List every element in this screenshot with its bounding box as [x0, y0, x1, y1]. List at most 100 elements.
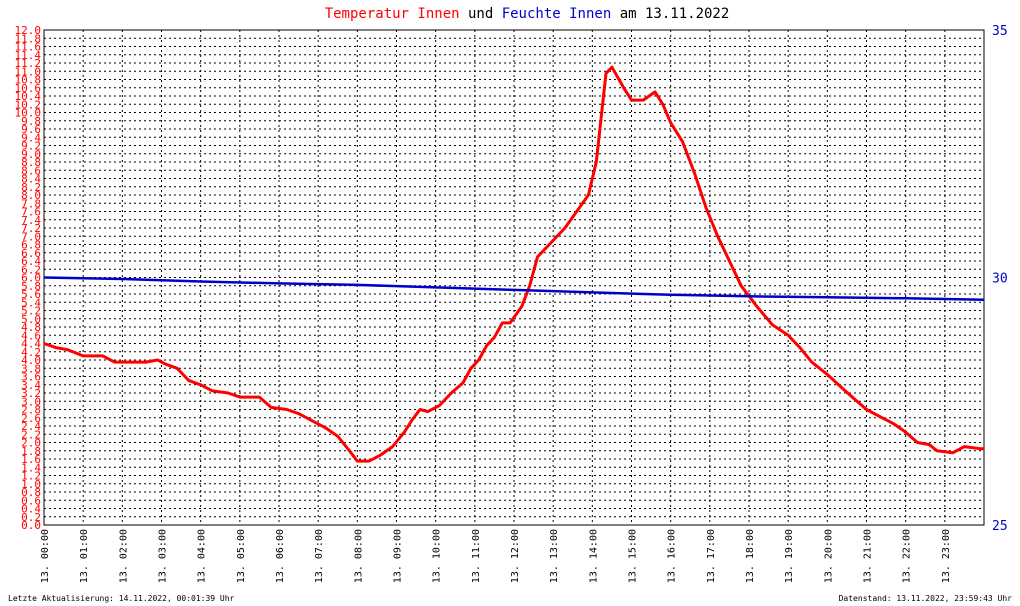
x-tick-label: 13. 06:00 — [275, 529, 286, 583]
y-left-tick-label: 3.4 — [21, 379, 41, 392]
y-left-tick-label: 0.0 — [21, 519, 41, 532]
x-tick-label: 13. 12:00 — [510, 529, 521, 583]
x-tick-label: 13. 04:00 — [197, 529, 208, 583]
y-left-tick-label: 0.4 — [21, 503, 41, 516]
y-left-tick-label: 1.6 — [21, 453, 41, 466]
y-left-tick-label: 7.0 — [21, 230, 41, 243]
y-left-tick-label: 10.2 — [15, 98, 42, 111]
y-left-tick-label: 10.0 — [15, 107, 42, 120]
x-tick-label: 13. 08:00 — [353, 529, 364, 583]
y-left-tick-label: 8.2 — [21, 181, 41, 194]
y-left-tick-label: 6.6 — [21, 247, 41, 260]
y-left-tick-label: 1.0 — [21, 478, 41, 491]
x-tick-label: 13. 16:00 — [667, 529, 678, 583]
y-left-tick-label: 5.6 — [21, 288, 41, 301]
y-left-tick-label: 8.6 — [21, 164, 41, 177]
title-humidity: Feuchte Innen — [502, 6, 612, 22]
x-tick-label: 13. 03:00 — [158, 529, 169, 583]
x-tick-label: 13. 14:00 — [588, 529, 599, 583]
y-right-tick-label: 30 — [992, 272, 1008, 287]
y-left-tick-label: 6.0 — [21, 272, 41, 285]
y-left-tick-label: 5.2 — [21, 305, 41, 318]
y-left-tick-label: 10.4 — [15, 90, 42, 103]
x-tick-label: 13. 10:00 — [432, 529, 443, 583]
series-humidity-line — [43, 276, 985, 302]
y-left-tick-label: 11.8 — [15, 32, 42, 45]
y-left-tick-label: 4.2 — [21, 346, 41, 359]
series-temperature-line — [43, 65, 984, 463]
x-tick-label: 13. 17:00 — [706, 529, 717, 583]
y-left-tick-label: 9.0 — [21, 148, 41, 161]
y-left-tick-label: 9.2 — [21, 140, 41, 153]
y-left-tick-label: 8.0 — [21, 189, 41, 202]
y-left-tick-label: 11.6 — [15, 41, 42, 54]
y-left-tick-label: 3.0 — [21, 395, 41, 408]
title-and: und — [460, 6, 502, 22]
x-tick-label: 13. 19:00 — [784, 529, 795, 583]
y-left-tick-label: 9.8 — [21, 115, 41, 128]
y-left-tick-label: 9.4 — [21, 131, 41, 144]
y-left-tick-label: 10.8 — [15, 74, 42, 87]
x-tick-label: 13. 21:00 — [863, 529, 874, 583]
x-tick-label: 13. 15:00 — [628, 529, 639, 583]
y-left-tick-label: 7.6 — [21, 206, 41, 219]
y-left-tick-label: 7.2 — [21, 222, 41, 235]
title-date: am 13.11.2022 — [611, 6, 729, 22]
y-left-tick-label: 6.2 — [21, 263, 41, 276]
x-tick-label: 13. 22:00 — [902, 529, 913, 583]
x-tick-label: 13. 02:00 — [118, 529, 129, 583]
y-left-tick-label: 11.4 — [15, 49, 42, 62]
y-left-tick-label: 1.8 — [21, 445, 41, 458]
y-left-tick-label: 4.0 — [21, 354, 41, 367]
x-axis-ticks: 13. 00:00 13. 01:00 13. 02:00 13. 03:00 13. … — [40, 529, 952, 583]
y-left-tick-label: 2.0 — [21, 437, 41, 450]
y-left-tick-label: 5.8 — [21, 280, 41, 293]
y-left-tick-label: 1.2 — [21, 470, 41, 483]
y-left-tick-label: 2.2 — [21, 428, 41, 441]
y-left-tick-label: 0.8 — [21, 486, 41, 499]
y-left-tick-label: 6.8 — [21, 239, 41, 252]
x-tick-label: 13. 00:00 — [40, 529, 51, 583]
series-lines — [43, 65, 985, 463]
x-tick-label: 13. 01:00 — [79, 529, 90, 583]
y-left-tick-label: 2.4 — [21, 420, 41, 433]
y-left-tick-label: 6.4 — [21, 255, 41, 268]
y-left-tick-label: 7.8 — [21, 197, 41, 210]
y-left-tick-label: 4.4 — [21, 338, 41, 351]
y-left-tick-label: 3.6 — [21, 371, 41, 384]
x-tick-label: 13. 11:00 — [471, 529, 482, 583]
y-left-tick-label: 10.6 — [15, 82, 42, 95]
y-left-tick-label: 2.8 — [21, 404, 41, 417]
y-right-tick-label: 25 — [992, 519, 1008, 534]
y-left-tick-label: 3.2 — [21, 387, 41, 400]
right-axis-ticks: 25 30 35 — [992, 24, 1008, 534]
y-left-tick-label: 9.6 — [21, 123, 41, 136]
title-temperature: Temperatur Innen — [325, 6, 460, 22]
y-left-tick-label: 4.6 — [21, 329, 41, 342]
chart-title: Temperatur Innen und Feuchte Innen am 13… — [325, 6, 730, 22]
y-left-tick-label: 2.6 — [21, 412, 41, 425]
footer-data-state: Datenstand: 13.11.2022, 23:59:43 Uhr — [839, 594, 1013, 603]
y-left-tick-label: 4.8 — [21, 321, 41, 334]
y-left-tick-label: 11.0 — [15, 65, 42, 78]
x-tick-label: 13. 09:00 — [393, 529, 404, 583]
y-left-tick-label: 7.4 — [21, 214, 41, 227]
grid — [43, 29, 984, 526]
footer-last-update: Letzte Aktualisierung: 14.11.2022, 00:01… — [8, 594, 235, 603]
y-left-tick-label: 11.2 — [15, 57, 42, 70]
y-left-tick-label: 8.8 — [21, 156, 41, 169]
x-tick-label: 13. 20:00 — [823, 529, 834, 583]
x-tick-label: 13. 18:00 — [745, 529, 756, 583]
y-left-tick-label: 0.2 — [21, 511, 41, 524]
y-left-tick-label: 12.0 — [15, 24, 42, 37]
y-left-tick-label: 1.4 — [21, 461, 41, 474]
x-tick-label: 13. 07:00 — [314, 529, 325, 583]
x-tick-label: 13. 05:00 — [236, 529, 247, 583]
y-left-tick-label: 0.6 — [21, 494, 41, 507]
y-right-tick-label: 35 — [992, 24, 1008, 39]
x-tick-label: 13. 23:00 — [941, 529, 952, 583]
y-left-tick-label: 5.0 — [21, 313, 41, 326]
y-left-tick-label: 8.4 — [21, 173, 41, 186]
left-axis-ticks: 0.00.20.40.60.81.01.21.41.61.82.02.22.42… — [15, 24, 42, 532]
